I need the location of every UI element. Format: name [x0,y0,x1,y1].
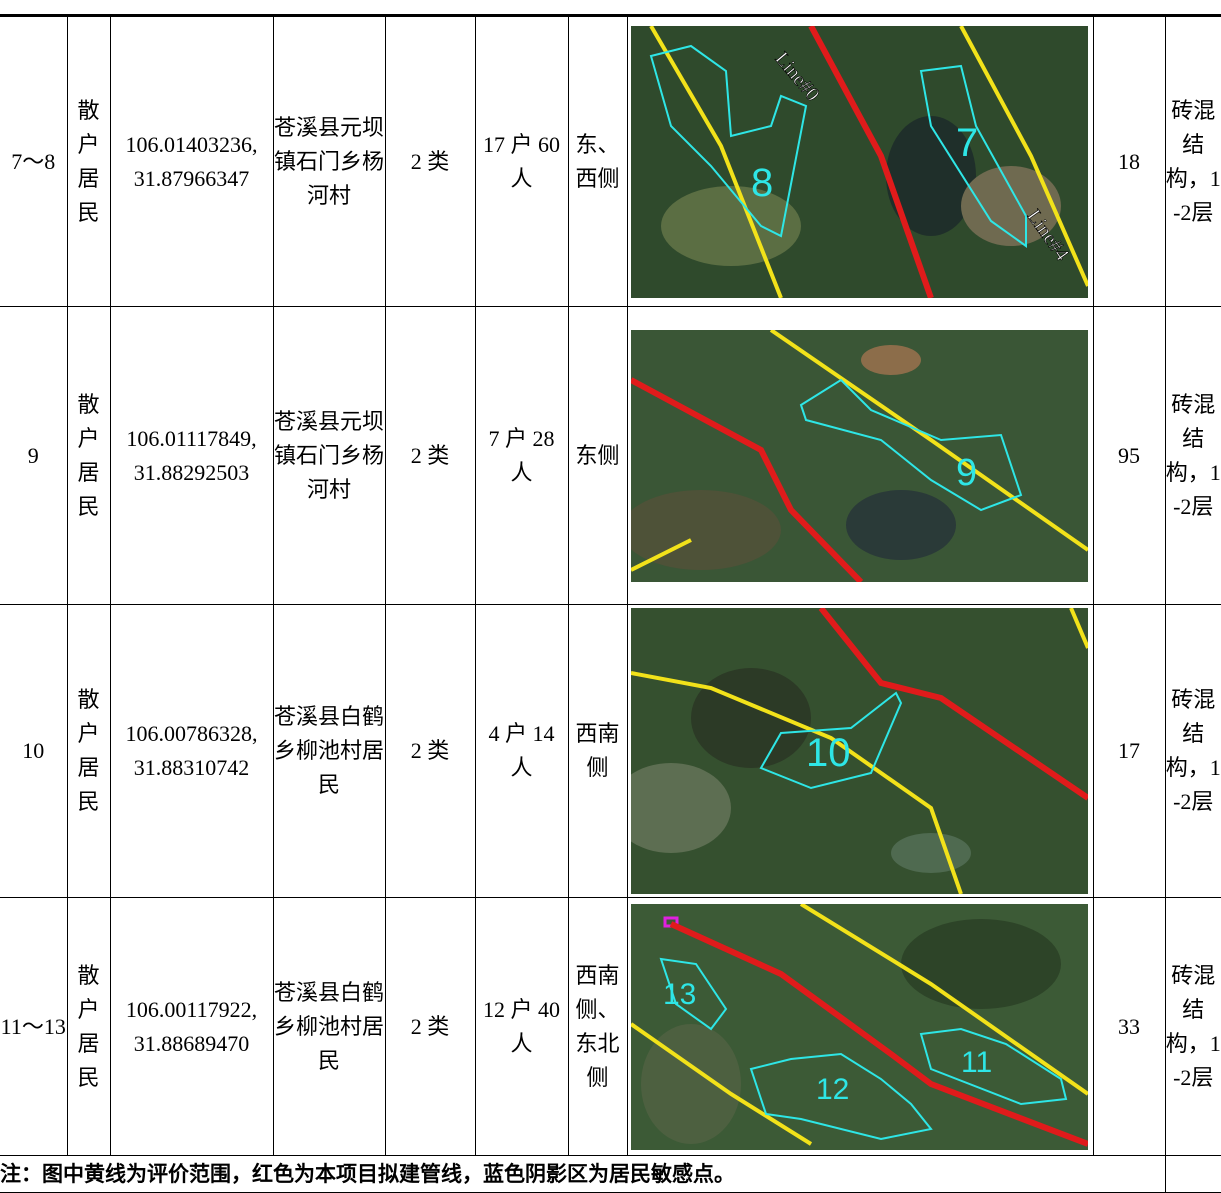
id: 7～8 [0,16,67,307]
lng: 106.01403236, [111,128,273,162]
direction: 东、西侧 [568,16,627,307]
id: 10 [0,605,67,898]
population: 7 户 28 人 [475,307,568,605]
map-cell: 13 12 11 [627,898,1093,1156]
type: 散户居民 [67,605,110,898]
lat: 31.87966347 [111,162,273,196]
distance: 33 [1093,898,1165,1156]
lat: 31.88689470 [111,1027,273,1061]
structure: 砖混结构，1-2层 [1165,898,1221,1156]
map: 13 12 11 [631,904,1088,1150]
map: Line#0 8 7 Line#4 [631,26,1088,298]
type: 散户居民 [67,898,110,1156]
direction: 东侧 [568,307,627,605]
id: 9 [0,307,67,605]
coord: 106.01117849,31.88292503 [110,307,273,605]
map: 9 [631,330,1088,582]
map-cell: 10 [627,605,1093,898]
location: 苍溪县白鹤乡柳池村居民 [273,605,385,898]
structure: 砖混结构，1-2层 [1165,307,1221,605]
distance: 95 [1093,307,1165,605]
location: 苍溪县白鹤乡柳池村居民 [273,898,385,1156]
id: 11～13 [0,898,67,1156]
direction: 西南侧、东北侧 [568,898,627,1156]
coord: 106.01403236,31.87966347 [110,16,273,307]
structure: 砖混结构，1-2层 [1165,605,1221,898]
location: 苍溪县元坝镇石门乡杨河村 [273,307,385,605]
population: 12 户 40 人 [475,898,568,1156]
map-label: 7 [956,121,978,165]
type: 散户居民 [67,307,110,605]
location: 苍溪县元坝镇石门乡杨河村 [273,16,385,307]
sensitive-points-table: 7～8 散户居民 106.01403236,31.87966347 苍溪县元坝镇… [0,14,1221,1193]
distance: 17 [1093,605,1165,898]
coord: 106.00786328,31.88310742 [110,605,273,898]
empty-cell [1165,1156,1221,1193]
class: 2 类 [385,898,475,1156]
lat: 31.88310742 [111,751,273,785]
lng: 106.00117922, [111,993,273,1027]
population: 4 户 14 人 [475,605,568,898]
note: 注：图中黄线为评价范围，红色为本项目拟建管线，蓝色阴影区为居民敏感点。 [0,1156,1165,1193]
lat: 31.88292503 [111,456,273,490]
map-label: 12 [816,1073,849,1106]
map-label: 9 [956,452,977,494]
row: 10 散户居民 106.00786328,31.88310742 苍溪县白鹤乡柳… [0,605,1221,898]
lng: 106.00786328, [111,717,273,751]
class: 2 类 [385,16,475,307]
map-label: 11 [961,1046,992,1079]
coord: 106.00117922,31.88689470 [110,898,273,1156]
page: 7～8 散户居民 106.01403236,31.87966347 苍溪县元坝镇… [0,0,1221,1192]
map-label: 10 [806,731,851,775]
map: 10 [631,608,1088,894]
row: 11～13 散户居民 106.00117922,31.88689470 苍溪县白… [0,898,1221,1156]
distance: 18 [1093,16,1165,307]
map-label: 8 [751,161,773,205]
row: 7～8 散户居民 106.01403236,31.87966347 苍溪县元坝镇… [0,16,1221,307]
structure: 砖混结构，1-2层 [1165,16,1221,307]
type: 散户居民 [67,16,110,307]
direction: 西南侧 [568,605,627,898]
row: 9 散户居民 106.01117849,31.88292503 苍溪县元坝镇石门… [0,307,1221,605]
map-label: 13 [663,978,696,1011]
map-cell: Line#0 8 7 Line#4 [627,16,1093,307]
note-row: 注：图中黄线为评价范围，红色为本项目拟建管线，蓝色阴影区为居民敏感点。 [0,1156,1221,1193]
population: 17 户 60 人 [475,16,568,307]
map-cell: 9 [627,307,1093,605]
lng: 106.01117849, [111,422,273,456]
class: 2 类 [385,605,475,898]
class: 2 类 [385,307,475,605]
